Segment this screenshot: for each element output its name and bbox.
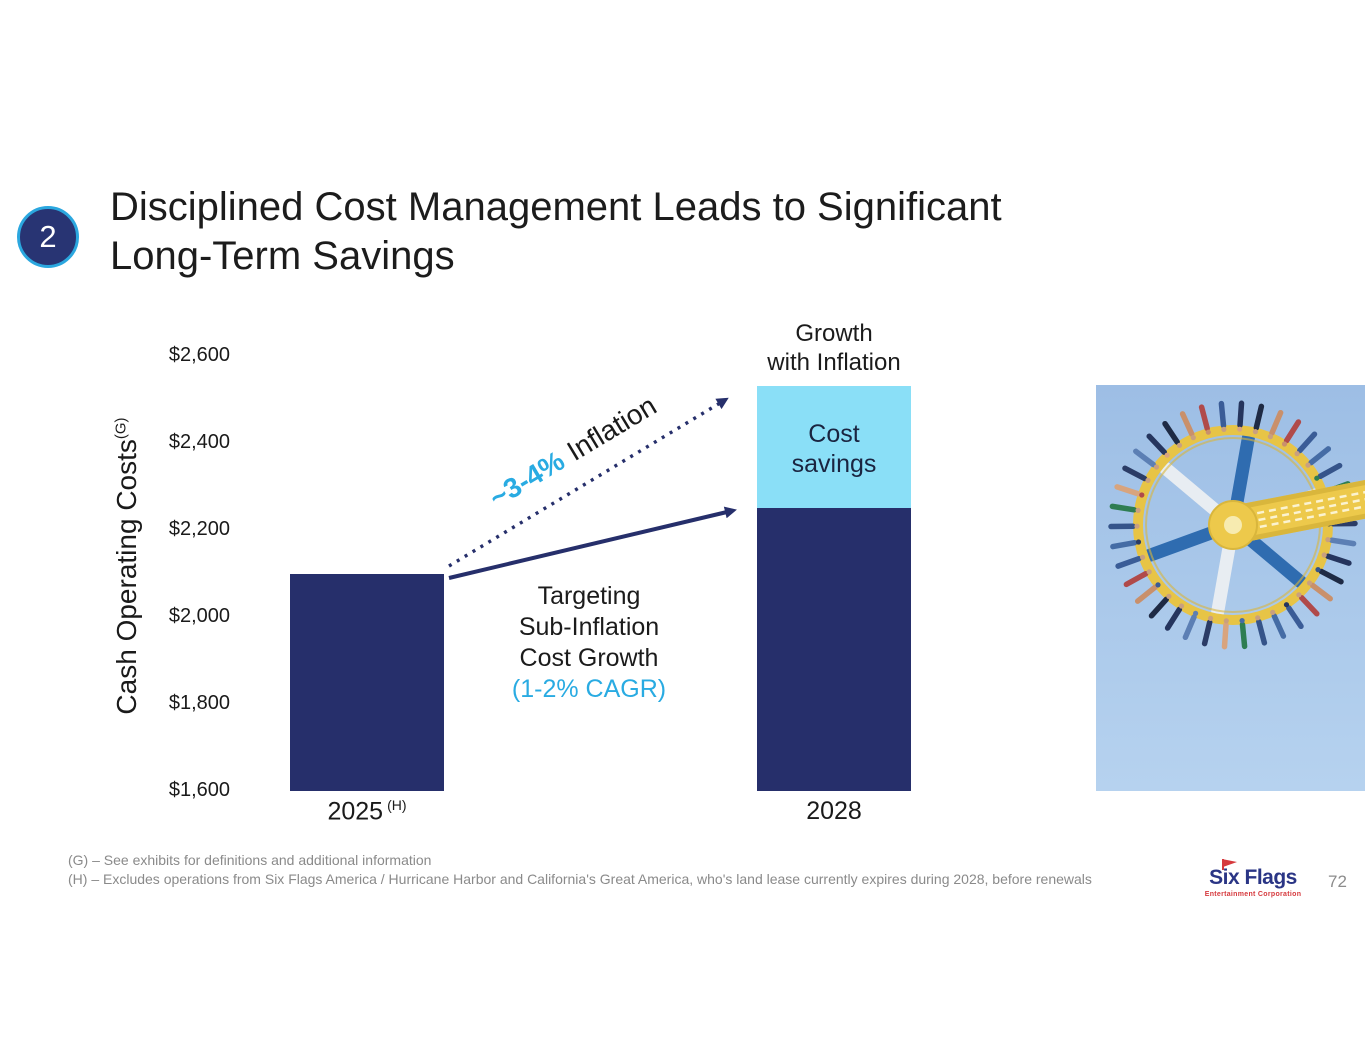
- frisbee-ride: [1108, 400, 1365, 650]
- ride-photo-art: [1096, 385, 1365, 791]
- footnote-g: (G) – See exhibits for definitions and a…: [68, 852, 432, 868]
- page-number: 72: [1328, 872, 1347, 891]
- y-axis-title: Cash Operating Costs(G): [111, 417, 142, 715]
- y-tick-label: $1,600: [168, 779, 230, 801]
- section-number-badge: 2: [17, 206, 79, 268]
- logo-wordmark: Six Flags: [1203, 859, 1303, 890]
- y-tick-label: $1,800: [168, 692, 230, 714]
- slide-title: Disciplined Cost Management Leads to Sig…: [110, 183, 1230, 281]
- bar-segment-cost-savings: [757, 386, 911, 509]
- ride-riders: [1108, 400, 1358, 650]
- slide-title-line1: Disciplined Cost Management Leads to Sig…: [110, 185, 1002, 229]
- targeting-label: Targeting Sub-Inflation Cost Growth (1-2…: [511, 582, 667, 703]
- logo-flag-icon: [1222, 859, 1237, 870]
- ride-photo: [1096, 385, 1365, 791]
- footnotes: (G) – See exhibits for definitions and a…: [68, 851, 1128, 888]
- bar-segment-cash-operating-costs: [757, 508, 911, 791]
- x-category-label: 2028: [806, 797, 862, 825]
- slide-title-line2: Long-Term Savings: [110, 234, 455, 278]
- cost-savings-label: Cost savings: [791, 420, 877, 478]
- logo-subtitle: Entertainment Corporation: [1204, 891, 1302, 898]
- y-tick-label: $2,200: [168, 518, 230, 540]
- six-flags-logo: Six Flags Entertainment Corporation: [1203, 859, 1303, 898]
- targeting-cagr-accent: (1-2% CAGR): [511, 675, 667, 703]
- y-tick-label: $2,400: [168, 431, 230, 453]
- y-tick-label: $2,000: [168, 605, 230, 627]
- y-axis-footnote-marker: (G): [112, 417, 130, 440]
- sky-background: [1096, 385, 1365, 791]
- footnote-h: (H) – Excludes operations from Six Flags…: [68, 870, 1092, 887]
- bar-segment-cash-operating-costs: [290, 573, 444, 791]
- growth-with-inflation-label: Growth with Inflation: [767, 320, 901, 376]
- x-category-footnote-marker: (H): [387, 797, 407, 813]
- y-tick-label: $2,600: [168, 344, 230, 366]
- section-number: 2: [39, 219, 57, 254]
- x-category-label: 2025 (H): [327, 797, 407, 826]
